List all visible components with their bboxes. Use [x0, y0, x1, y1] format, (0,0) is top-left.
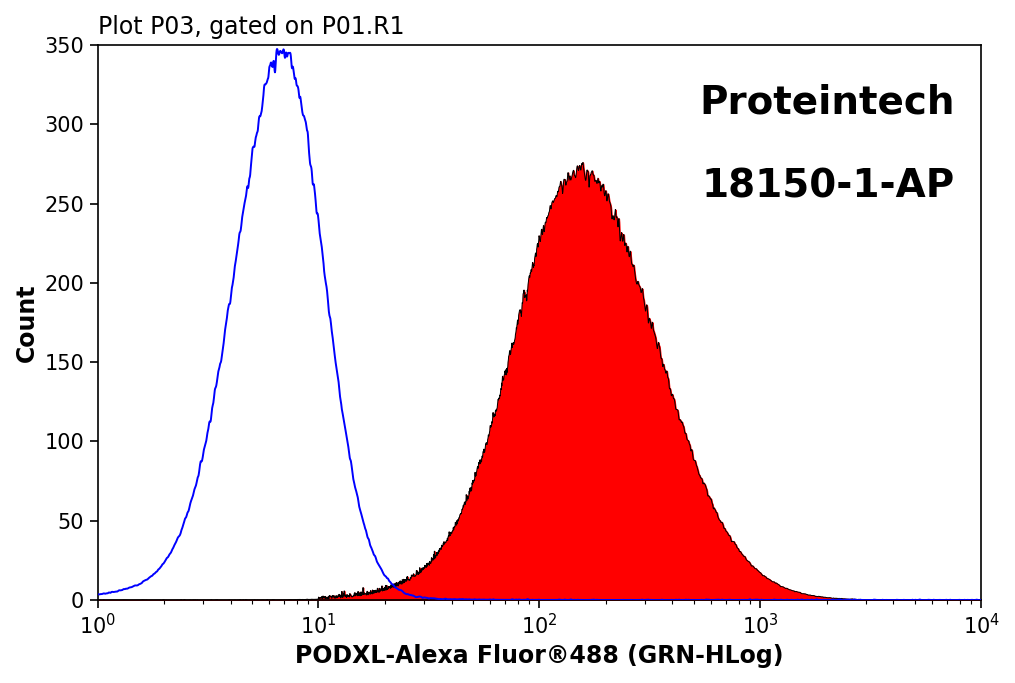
- Y-axis label: Count: Count: [15, 283, 39, 362]
- Text: Proteintech: Proteintech: [699, 84, 955, 122]
- Text: 18150-1-AP: 18150-1-AP: [701, 167, 955, 205]
- Text: Plot P03, gated on P01.R1: Plot P03, gated on P01.R1: [97, 15, 404, 39]
- X-axis label: PODXL-Alexa Fluor®488 (GRN-HLog): PODXL-Alexa Fluor®488 (GRN-HLog): [295, 644, 784, 668]
